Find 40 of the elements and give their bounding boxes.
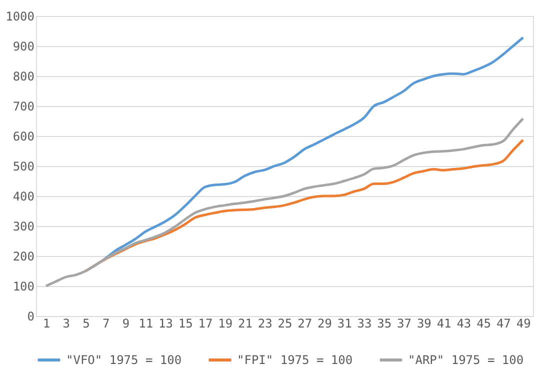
x-tick-label: 7 bbox=[102, 316, 110, 330]
line-series bbox=[44, 117, 524, 288]
y-tick-label: 1000 bbox=[6, 10, 34, 24]
x-tick-label: 13 bbox=[158, 316, 173, 330]
y-tick-label: 900 bbox=[12, 40, 34, 54]
x-tick-label: 37 bbox=[397, 316, 412, 330]
x-tick-label: 33 bbox=[357, 316, 372, 330]
y-tick-label: 700 bbox=[12, 100, 34, 114]
x-tick-label: 23 bbox=[258, 316, 272, 330]
x-tick-label: 17 bbox=[198, 316, 213, 330]
legend-label: "VFO" 1975 = 100 bbox=[66, 353, 182, 367]
legend-label: "ARP" 1975 = 100 bbox=[408, 353, 524, 367]
x-tick-label: 35 bbox=[377, 316, 392, 330]
y-tick-label: 500 bbox=[12, 160, 34, 174]
x-tick-label: 43 bbox=[456, 316, 472, 330]
x-tick-label: 49 bbox=[516, 316, 531, 330]
y-tick-label: 200 bbox=[12, 250, 34, 264]
x-tick-label: 47 bbox=[496, 316, 511, 330]
y-tick-label: 600 bbox=[12, 130, 34, 144]
x-tick-label: 21 bbox=[238, 316, 252, 330]
legend-label: "FPI" 1975 = 100 bbox=[237, 353, 353, 367]
x-tick-label: 41 bbox=[436, 316, 452, 330]
x-tick-label: 31 bbox=[337, 316, 352, 330]
x-tick-label: 3 bbox=[62, 316, 70, 330]
y-tick-label: 100 bbox=[12, 280, 34, 294]
x-tick-label: 45 bbox=[476, 316, 492, 330]
x-tick-label: 11 bbox=[138, 316, 154, 330]
x-tick-label: 9 bbox=[122, 316, 130, 330]
y-tick-label: 800 bbox=[12, 70, 34, 84]
x-tick-label: 25 bbox=[278, 316, 292, 330]
y-tick-label: 0 bbox=[27, 310, 34, 324]
x-tick-label: 27 bbox=[298, 316, 312, 330]
x-tick-label: 19 bbox=[218, 316, 233, 330]
y-tick-label: 300 bbox=[12, 220, 34, 234]
y-tick-label: 400 bbox=[12, 190, 34, 204]
x-tick-label: 15 bbox=[178, 316, 193, 330]
x-tick-label: 29 bbox=[318, 316, 332, 330]
x-tick-label: 1 bbox=[42, 316, 50, 330]
x-tick-label: 5 bbox=[82, 316, 90, 330]
x-tick-label: 39 bbox=[416, 316, 432, 330]
